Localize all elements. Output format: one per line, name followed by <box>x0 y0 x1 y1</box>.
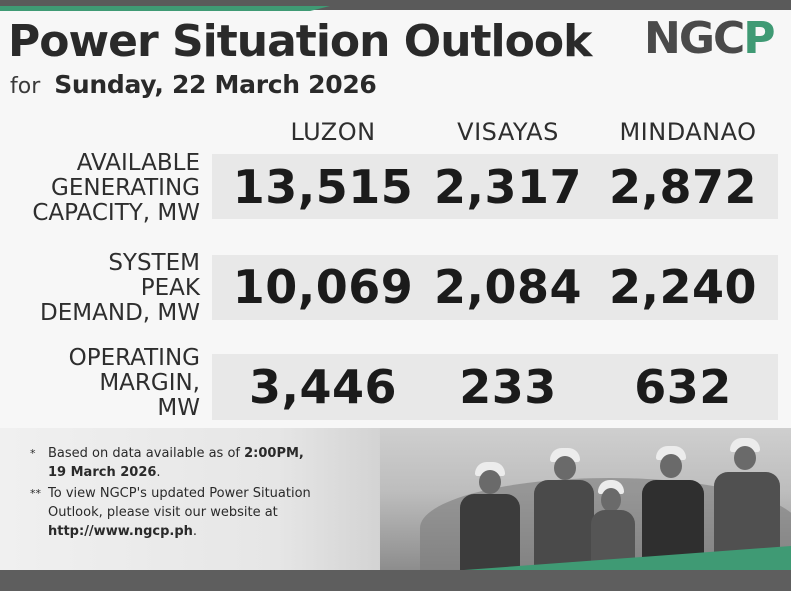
value-mindanao-demand: 2,240 <box>608 260 757 314</box>
footnote-mark: ** <box>30 487 41 500</box>
footnote-text: Based on data available as of <box>48 446 245 461</box>
value-luzon-margin: 3,446 <box>248 360 397 414</box>
value-luzon-demand: 10,069 <box>232 260 414 314</box>
photo-worker <box>588 458 638 570</box>
footnote-time: 2:00PM, <box>244 446 304 461</box>
row-label-line: SYSTEM <box>108 250 200 276</box>
column-header-visayas: VISAYAS <box>457 118 559 146</box>
row-label-line: DEMAND, MW <box>40 300 200 326</box>
row-band-available-capacity <box>212 154 778 219</box>
logo-text-part: P <box>743 13 775 64</box>
footnote-data-source: * Based on data available as of 2:00PM, … <box>30 444 360 482</box>
row-label-available-capacity: AVAILABLE GENERATING CAPACITY, MW <box>0 151 200 226</box>
row-label-operating-margin: OPERATING MARGIN, MW <box>0 346 200 421</box>
footnotes: * Based on data available as of 2:00PM, … <box>30 444 360 543</box>
ngcp-logo: NGCP <box>644 14 782 64</box>
column-header-mindanao: MINDANAO <box>619 118 757 146</box>
photo-worker <box>528 442 598 570</box>
value-visayas-demand: 2,084 <box>433 260 582 314</box>
row-label-line: AVAILABLE <box>76 150 200 176</box>
column-header-luzon: LUZON <box>290 118 376 146</box>
footnote-punct: . <box>192 524 198 539</box>
subtitle-date: Sunday, 22 March 2026 <box>54 70 377 99</box>
row-label-line: MW <box>157 395 200 421</box>
value-visayas-capacity: 2,317 <box>433 160 582 214</box>
website-link[interactable]: http://www.ngcp.ph <box>48 524 193 539</box>
logo-text-part: NGC <box>644 13 745 64</box>
row-label-peak-demand: SYSTEM PEAK DEMAND, MW <box>0 251 200 326</box>
bottom-accent-bar <box>0 570 791 591</box>
page-subtitle: for Sunday, 22 March 2026 <box>10 70 377 99</box>
footnote-date: 19 March 2026 <box>48 465 157 480</box>
logo-text: NGCP <box>644 14 782 64</box>
row-label-line: MARGIN, <box>99 370 200 396</box>
photo-worker <box>638 440 708 570</box>
footnote-text: To view NGCP's updated Power Situation O… <box>48 486 311 520</box>
row-label-line: CAPACITY, MW <box>32 200 200 226</box>
value-luzon-capacity: 13,515 <box>232 160 414 214</box>
row-label-line: OPERATING <box>68 345 200 371</box>
value-visayas-margin: 233 <box>459 360 557 414</box>
row-band-operating-margin <box>212 354 778 420</box>
page-title: Power Situation Outlook <box>8 16 592 67</box>
top-green-accent <box>0 6 330 11</box>
value-mindanao-capacity: 2,872 <box>608 160 757 214</box>
subtitle-prefix: for <box>10 74 41 99</box>
row-band-peak-demand <box>212 255 778 320</box>
photo-worker <box>455 450 525 570</box>
top-accent-bar <box>0 0 791 10</box>
value-mindanao-margin: 632 <box>634 360 732 414</box>
row-label-line: GENERATING <box>51 175 200 201</box>
footnote-punct: . <box>156 465 161 480</box>
crew-photo <box>0 428 791 570</box>
row-label-line: PEAK <box>140 275 200 301</box>
footnote-website: ** To view NGCP's updated Power Situatio… <box>30 484 360 541</box>
footnote-mark: * <box>30 447 36 460</box>
